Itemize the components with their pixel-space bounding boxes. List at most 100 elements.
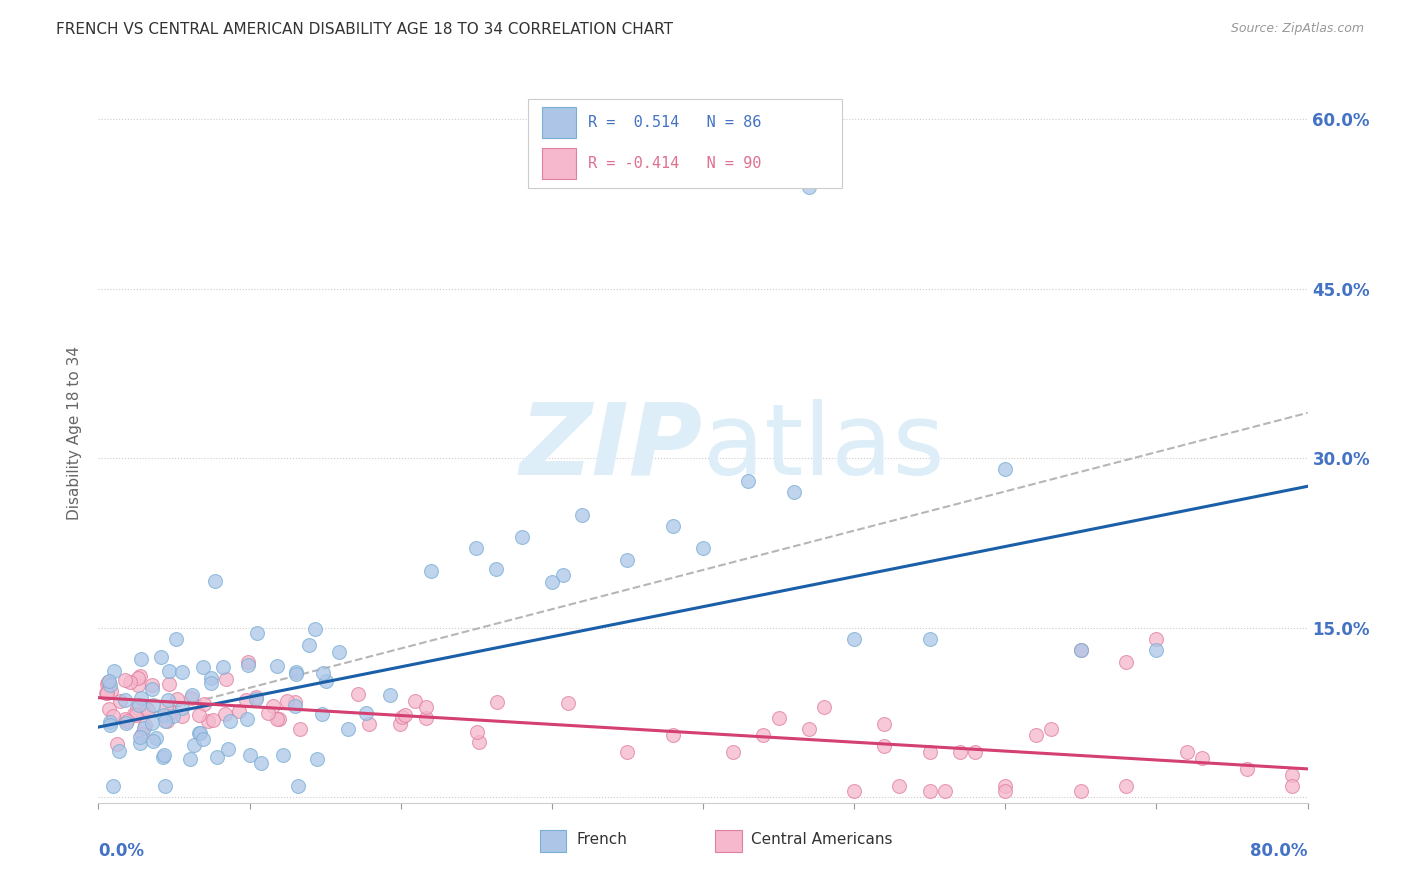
Text: Central Americans: Central Americans bbox=[751, 832, 893, 847]
Point bbox=[1039, 723, 1062, 737]
Point bbox=[193, 660, 215, 674]
Point bbox=[128, 736, 150, 750]
FancyBboxPatch shape bbox=[543, 148, 576, 179]
Point bbox=[110, 694, 132, 708]
Point bbox=[172, 665, 194, 680]
Point bbox=[262, 699, 284, 714]
Point bbox=[337, 722, 360, 736]
Point bbox=[245, 691, 267, 706]
Point bbox=[269, 712, 291, 726]
Point bbox=[768, 711, 790, 725]
Point bbox=[117, 714, 139, 729]
Point bbox=[124, 706, 146, 721]
Point bbox=[183, 738, 205, 752]
Point bbox=[692, 541, 714, 556]
Point bbox=[101, 708, 124, 723]
Point bbox=[1281, 767, 1303, 781]
Point bbox=[404, 694, 426, 708]
Point bbox=[127, 671, 149, 685]
Point bbox=[97, 675, 120, 690]
Point bbox=[1115, 655, 1137, 669]
Point bbox=[1191, 750, 1213, 764]
Point bbox=[918, 784, 941, 798]
Point bbox=[129, 691, 152, 706]
Point bbox=[285, 667, 308, 681]
Point bbox=[100, 684, 122, 698]
Point bbox=[188, 726, 211, 740]
Point bbox=[134, 718, 156, 732]
Point bbox=[752, 728, 775, 742]
Point bbox=[153, 779, 176, 793]
Point bbox=[797, 723, 820, 737]
Point bbox=[315, 674, 337, 689]
Point bbox=[156, 693, 179, 707]
Point bbox=[266, 713, 288, 727]
Point bbox=[214, 673, 236, 687]
Point bbox=[284, 699, 307, 714]
Point bbox=[391, 710, 413, 724]
Point bbox=[415, 700, 437, 714]
Point bbox=[1070, 643, 1092, 657]
Point bbox=[465, 541, 488, 556]
Text: FRENCH VS CENTRAL AMERICAN DISABILITY AGE 18 TO 34 CORRELATION CHART: FRENCH VS CENTRAL AMERICAN DISABILITY AG… bbox=[56, 22, 673, 37]
Point bbox=[98, 702, 121, 716]
Point bbox=[873, 716, 896, 731]
Y-axis label: Disability Age 18 to 34: Disability Age 18 to 34 bbox=[67, 345, 83, 520]
FancyBboxPatch shape bbox=[540, 830, 567, 853]
Point bbox=[188, 726, 211, 740]
Point bbox=[214, 706, 236, 721]
Point bbox=[239, 747, 262, 762]
Point bbox=[354, 706, 377, 720]
Point bbox=[228, 704, 250, 718]
Point bbox=[328, 645, 350, 659]
FancyBboxPatch shape bbox=[527, 99, 842, 188]
Text: Source: ZipAtlas.com: Source: ZipAtlas.com bbox=[1230, 22, 1364, 36]
Point bbox=[388, 717, 411, 731]
Point bbox=[918, 632, 941, 646]
Point bbox=[873, 739, 896, 754]
Point bbox=[156, 714, 179, 728]
Point bbox=[415, 710, 437, 724]
Point bbox=[157, 664, 180, 678]
Point bbox=[1144, 643, 1167, 657]
Point bbox=[114, 716, 136, 731]
Point bbox=[934, 784, 956, 798]
Point bbox=[266, 658, 288, 673]
Point bbox=[844, 784, 866, 798]
Point bbox=[346, 687, 368, 701]
Point bbox=[145, 731, 167, 745]
FancyBboxPatch shape bbox=[716, 830, 742, 853]
Point bbox=[661, 519, 683, 533]
Point bbox=[918, 745, 941, 759]
Point bbox=[551, 567, 574, 582]
Point bbox=[155, 699, 177, 714]
Point bbox=[125, 708, 148, 723]
Point bbox=[98, 673, 121, 688]
Point bbox=[783, 485, 806, 500]
Point bbox=[312, 665, 335, 680]
Point bbox=[129, 669, 152, 683]
Point bbox=[284, 695, 307, 709]
Point bbox=[290, 723, 312, 737]
Point bbox=[114, 693, 136, 707]
Point bbox=[236, 655, 259, 669]
FancyBboxPatch shape bbox=[543, 106, 576, 137]
Point bbox=[235, 693, 257, 707]
Point bbox=[162, 709, 184, 723]
Point bbox=[107, 744, 129, 758]
Point bbox=[170, 709, 193, 723]
Point bbox=[98, 677, 121, 691]
Point bbox=[152, 750, 174, 764]
Point bbox=[994, 462, 1017, 476]
Point bbox=[813, 699, 835, 714]
Point bbox=[153, 714, 176, 729]
Point bbox=[661, 728, 683, 742]
Text: R = -0.414   N = 90: R = -0.414 N = 90 bbox=[588, 156, 762, 171]
Point bbox=[180, 690, 202, 705]
Point bbox=[219, 714, 242, 728]
Point bbox=[797, 179, 820, 194]
Point bbox=[236, 712, 259, 726]
Point bbox=[245, 690, 267, 704]
Point bbox=[420, 564, 443, 578]
Point bbox=[1115, 779, 1137, 793]
